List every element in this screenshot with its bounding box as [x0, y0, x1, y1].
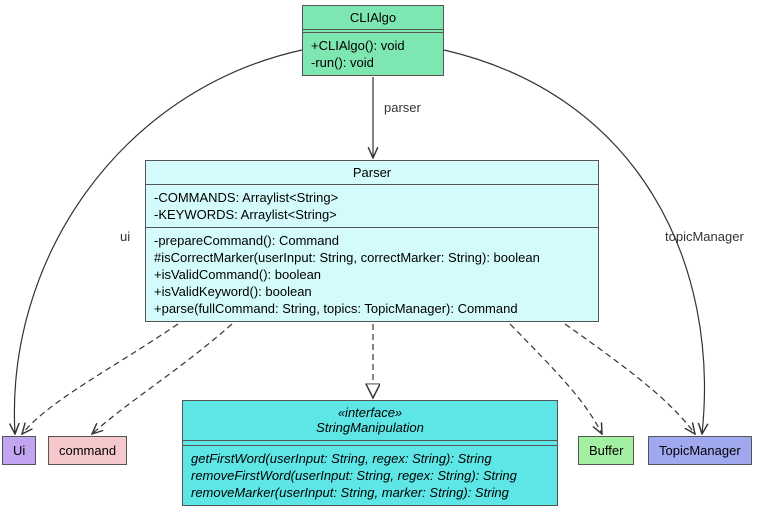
- class-parser-methods: -prepareCommand(): Command #isCorrectMar…: [146, 228, 598, 321]
- edge-parser-ui: [22, 324, 178, 434]
- class-buffer: Buffer: [578, 436, 634, 465]
- interface-stringmanipulation: «interface» StringManipulation getFirstW…: [182, 400, 558, 506]
- edge-parser-topicmanager: [565, 324, 695, 434]
- interface-stringmanipulation-methods: getFirstWord(userInput: String, regex: S…: [183, 446, 557, 505]
- class-parser-attributes: -COMMANDS: Arraylist<String> -KEYWORDS: …: [146, 185, 598, 228]
- edge-label-ui: ui: [120, 229, 130, 244]
- class-clialgo: CLIAlgo +CLIAlgo(): void -run(): void: [302, 5, 444, 76]
- class-parser: Parser -COMMANDS: Arraylist<String> -KEY…: [145, 160, 599, 322]
- edge-label-topicmanager: topicManager: [665, 229, 744, 244]
- package-command: command: [48, 436, 127, 465]
- class-ui: Ui: [2, 436, 36, 465]
- interface-stringmanipulation-title: «interface» StringManipulation: [183, 401, 557, 435]
- class-topicmanager: TopicManager: [648, 436, 752, 465]
- class-clialgo-methods: +CLIAlgo(): void -run(): void: [303, 33, 443, 75]
- class-parser-title: Parser: [146, 161, 598, 185]
- edge-label-parser: parser: [384, 100, 421, 115]
- class-clialgo-title: CLIAlgo: [303, 6, 443, 30]
